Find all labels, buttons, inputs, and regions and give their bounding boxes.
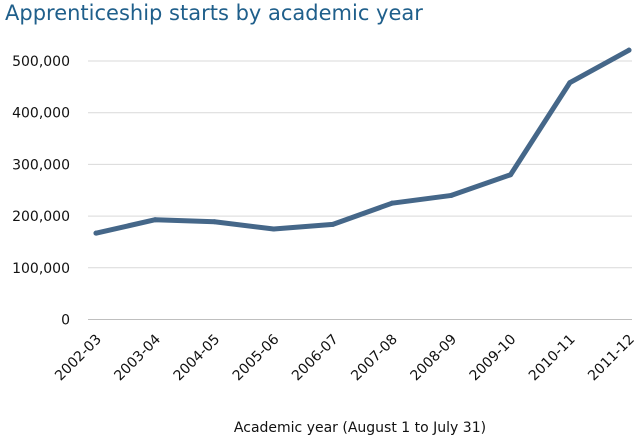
data-point	[389, 200, 395, 206]
data-point	[211, 219, 217, 225]
y-tick-label: 400,000	[12, 106, 70, 122]
x-tick-label: 2007-08	[348, 332, 401, 385]
y-axis-ticks: 0 100,000 200,000 300,000 400,000 500,000	[12, 54, 70, 329]
data-point	[152, 217, 158, 223]
series-line-0	[93, 47, 632, 236]
data-point	[567, 80, 573, 86]
data-point	[330, 221, 336, 227]
data-point	[508, 172, 514, 178]
x-tick-label: 2002-03	[52, 332, 105, 385]
x-tick-label: 2004-05	[171, 332, 224, 385]
y-tick-label: 0	[61, 313, 70, 329]
x-tick-label: 2006-07	[289, 332, 342, 385]
gridlines	[88, 60, 632, 320]
x-axis-title: Academic year (August 1 to July 31)	[234, 420, 486, 436]
data-point	[271, 226, 277, 232]
y-tick-label: 200,000	[12, 209, 70, 225]
x-tick-label: 2011-12	[585, 332, 638, 385]
data-point	[626, 47, 632, 53]
series-lines	[93, 47, 632, 236]
data-point	[448, 192, 454, 198]
y-tick-label: 100,000	[12, 261, 70, 277]
y-tick-label: 500,000	[12, 54, 70, 70]
x-tick-label: 2005-06	[230, 331, 283, 384]
y-tick-label: 300,000	[12, 157, 70, 173]
x-axis-ticks: 2002-03 2003-04 2004-05 2005-06 2006-07 2007-…	[52, 331, 638, 384]
chart-title: Apprenticeship starts by academic year	[5, 1, 423, 25]
x-tick-label: 2008-09	[407, 332, 460, 385]
x-tick-label: 2010-11	[526, 332, 579, 385]
x-tick-label: 2009-10	[467, 332, 520, 385]
data-point	[93, 230, 99, 236]
x-tick-label: 2003-04	[111, 331, 164, 384]
